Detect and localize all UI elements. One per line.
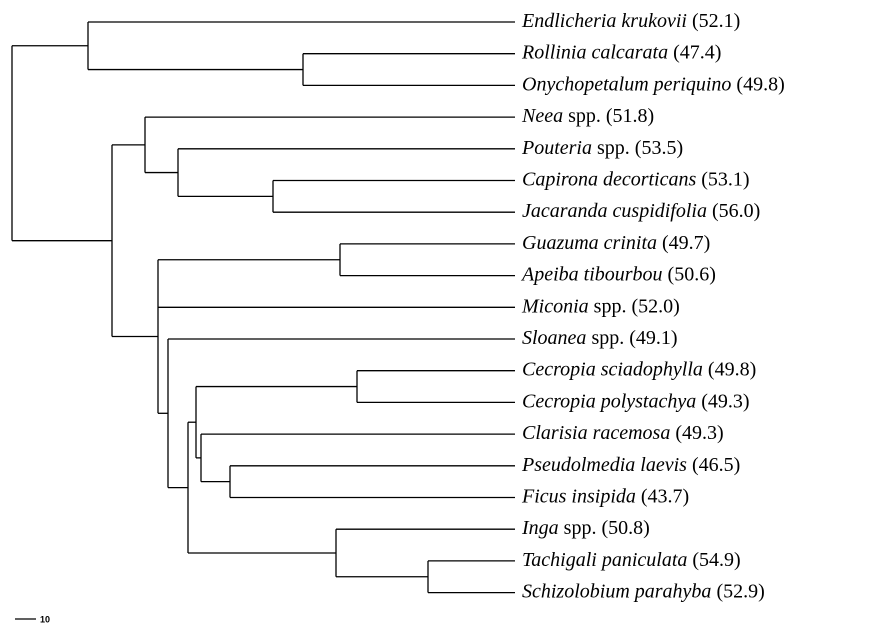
leaf-value: (54.9) — [692, 548, 740, 570]
leaf-label: Miconia spp. (52.0) — [521, 295, 680, 317]
qualifier: spp. — [568, 105, 601, 127]
taxon-name: Cecropia polystachya — [522, 390, 696, 412]
leaf-value: (47.4) — [673, 41, 721, 63]
leaf-value: (53.5) — [635, 136, 683, 158]
taxon-name: Pouteria — [521, 136, 592, 158]
leaf-value: (46.5) — [692, 453, 740, 475]
leaf-label: Cecropia polystachya (49.3) — [522, 390, 750, 412]
leaf-label: Capirona decorticans (53.1) — [522, 168, 750, 190]
leaf-label: Inga spp. (50.8) — [521, 517, 650, 539]
leaf-value: (49.3) — [701, 390, 749, 412]
qualifier: spp. — [564, 517, 597, 539]
taxon-name: Rollinia calcarata — [521, 41, 668, 63]
taxon-name: Endlicheria krukovii — [521, 10, 687, 32]
leaf-value: (49.8) — [708, 358, 756, 380]
taxon-name: Onychopetalum periquino — [522, 73, 731, 95]
taxon-name: Neea — [521, 105, 563, 127]
taxon-name: Ficus insipida — [521, 485, 636, 507]
leaf-label: Neea spp. (51.8) — [521, 105, 654, 127]
taxon-name: Apeiba tibourbou — [520, 263, 663, 285]
leaf-label: Schizolobium parahyba (52.9) — [522, 580, 765, 602]
leaf-value: (50.6) — [668, 263, 716, 285]
taxon-name: Sloanea — [522, 327, 586, 349]
leaf-label: Sloanea spp. (49.1) — [522, 327, 678, 349]
leaf-label: Pouteria spp. (53.5) — [521, 136, 683, 158]
taxon-name: Pseudolmedia laevis — [521, 453, 687, 475]
leaf-label: Tachigali paniculata (54.9) — [522, 548, 741, 570]
leaf-label: Endlicheria krukovii (52.1) — [521, 10, 740, 32]
leaf-value: (52.1) — [692, 10, 740, 32]
leaf-label: Pseudolmedia laevis (46.5) — [521, 453, 740, 475]
taxon-name: Inga — [521, 517, 559, 539]
taxon-name: Tachigali paniculata — [522, 548, 687, 570]
leaf-label: Clarisia racemosa (49.3) — [522, 422, 724, 444]
taxon-name: Capirona decorticans — [522, 168, 696, 190]
leaf-value: (49.7) — [662, 231, 710, 253]
taxon-name: Schizolobium parahyba — [522, 580, 711, 602]
leaf-label: Ficus insipida (43.7) — [521, 485, 689, 507]
taxon-name: Miconia — [521, 295, 589, 317]
scale-label: 10 — [40, 614, 50, 624]
leaf-value: (52.0) — [631, 295, 679, 317]
leaf-label: Guazuma crinita (49.7) — [522, 231, 710, 253]
leaf-value: (49.8) — [736, 73, 784, 95]
leaf-label: Rollinia calcarata (47.4) — [521, 41, 721, 63]
leaf-label: Jacaranda cuspidifolia (56.0) — [522, 200, 760, 222]
taxon-name: Jacaranda cuspidifolia — [522, 200, 707, 222]
leaf-value: (51.8) — [606, 105, 654, 127]
leaf-value: (50.8) — [601, 517, 649, 539]
leaf-label: Onychopetalum periquino (49.8) — [522, 73, 785, 95]
qualifier: spp. — [591, 327, 624, 349]
taxon-name: Guazuma crinita — [522, 231, 657, 253]
leaf-value: (53.1) — [701, 168, 749, 190]
leaf-value: (49.1) — [629, 327, 677, 349]
taxon-name: Clarisia racemosa — [522, 422, 670, 444]
leaf-value: (49.3) — [675, 422, 723, 444]
leaf-value: (43.7) — [641, 485, 689, 507]
qualifier: spp. — [594, 295, 627, 317]
leaf-label: Cecropia sciadophylla (49.8) — [522, 358, 756, 380]
qualifier: spp. — [597, 136, 630, 158]
leaf-label: Apeiba tibourbou (50.6) — [520, 263, 716, 285]
taxon-name: Cecropia sciadophylla — [522, 358, 703, 380]
leaf-value: (56.0) — [712, 200, 760, 222]
leaf-value: (52.9) — [716, 580, 764, 602]
